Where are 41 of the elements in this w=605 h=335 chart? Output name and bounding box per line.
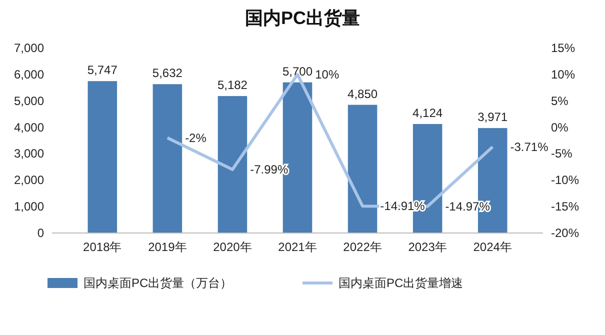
bar: [152, 84, 182, 233]
data-label: 10%: [315, 67, 340, 82]
y-tick-label: 0: [37, 226, 44, 240]
y2-tick-label: -10%: [551, 173, 580, 188]
x-tick-label: 2022年: [343, 240, 382, 254]
data-label: -14.91%: [380, 199, 426, 214]
bar: [348, 104, 378, 233]
data-label: 4,850: [348, 86, 378, 101]
data-label: -3.71%: [510, 140, 549, 154]
data-label: 4,124: [412, 106, 443, 120]
data-label: 5,182: [217, 78, 248, 92]
y-tick-label: 4,000: [14, 120, 44, 134]
y2-tick-label: -15%: [551, 200, 580, 214]
x-tick-label: 2023年: [408, 240, 447, 254]
data-label: 5,700: [282, 64, 313, 78]
data-label: 3,971: [478, 110, 508, 124]
x-tick-label: 2018年: [83, 240, 122, 254]
x-tick-label: 2024年: [473, 240, 512, 254]
bar: [218, 96, 248, 233]
x-tick-label: 2020年: [213, 240, 252, 254]
y-tick-label: 7,000: [14, 41, 44, 55]
x-tick-label: 2021年: [278, 240, 317, 254]
y-tick-label: 2,000: [14, 173, 44, 188]
y2-tick-label: 15%: [551, 41, 576, 55]
x-tick-label: 2019年: [148, 240, 187, 254]
y2-tick-label: 5%: [551, 94, 569, 108]
legend-label: 国内桌面PC出货量增速: [338, 276, 464, 290]
y2-tick-label: -20%: [551, 226, 580, 240]
y2-tick-label: -5%: [551, 146, 573, 161]
y-tick-label: 6,000: [14, 67, 44, 82]
y-tick-label: 3,000: [14, 146, 44, 161]
data-label: 5,747: [87, 63, 118, 78]
y2-tick-label: 0%: [551, 120, 569, 134]
bar: [88, 81, 118, 233]
y2-tick-label: 10%: [551, 67, 576, 82]
data-label: 5,632: [152, 66, 183, 80]
y-tick-label: 1,000: [14, 200, 44, 214]
y-tick-label: 5,000: [14, 94, 44, 108]
data-label: -2%: [185, 130, 207, 145]
chart-title: 国内PC出货量: [244, 8, 360, 28]
legend-label: 国内桌面PC出货量（万台）: [84, 276, 232, 290]
